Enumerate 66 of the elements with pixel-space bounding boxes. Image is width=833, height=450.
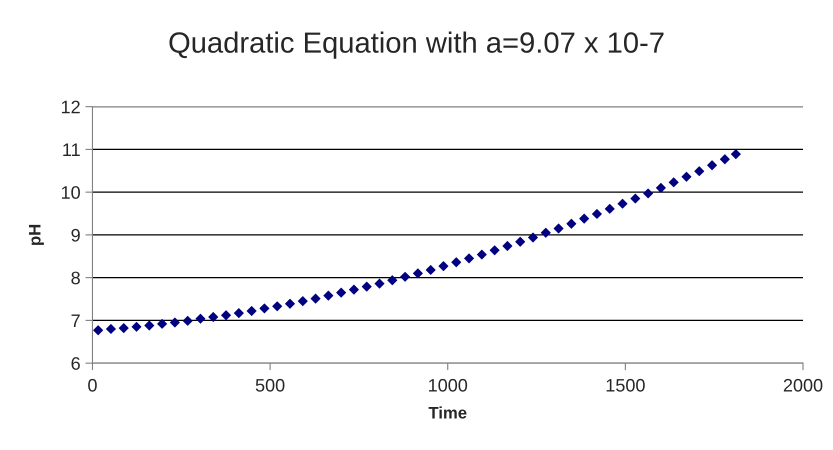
y-tick-label: 8 bbox=[71, 272, 80, 284]
y-axis-title: pH bbox=[28, 224, 44, 245]
point bbox=[528, 232, 538, 242]
point bbox=[362, 282, 372, 292]
point bbox=[336, 288, 346, 298]
point bbox=[132, 322, 142, 332]
point bbox=[540, 228, 551, 238]
point bbox=[630, 194, 640, 204]
chart-title: Quadratic Equation with a=9.07 x 10-7 bbox=[169, 32, 664, 59]
x-tick-label: 0 bbox=[88, 378, 97, 392]
point bbox=[348, 284, 359, 295]
point bbox=[476, 250, 487, 260]
point bbox=[656, 182, 666, 193]
point bbox=[93, 325, 104, 336]
point bbox=[157, 318, 168, 329]
x-axis-title: Time bbox=[428, 406, 466, 419]
point bbox=[246, 306, 257, 316]
y-tick-label: 12 bbox=[62, 100, 80, 114]
point bbox=[106, 324, 116, 334]
point bbox=[438, 261, 448, 272]
y-tick-label: 6 bbox=[72, 357, 80, 370]
point bbox=[374, 278, 384, 289]
point bbox=[566, 218, 576, 229]
point bbox=[182, 316, 193, 326]
x-tick-label: 1500 bbox=[606, 378, 645, 392]
point bbox=[668, 177, 679, 188]
point bbox=[643, 188, 654, 198]
point bbox=[490, 245, 500, 256]
point bbox=[618, 198, 628, 209]
point bbox=[387, 275, 398, 286]
point bbox=[118, 323, 129, 334]
x-tick-label: 500 bbox=[256, 378, 284, 392]
y-tick-label: 9 bbox=[71, 228, 80, 242]
point bbox=[426, 265, 436, 275]
point bbox=[604, 204, 615, 214]
point bbox=[272, 301, 282, 312]
point bbox=[579, 214, 590, 224]
point bbox=[170, 318, 180, 328]
point bbox=[412, 268, 423, 278]
point bbox=[234, 308, 244, 318]
point bbox=[694, 166, 704, 176]
point bbox=[592, 208, 602, 219]
point bbox=[400, 272, 410, 282]
y-tick-label: 10 bbox=[62, 186, 80, 199]
point bbox=[720, 154, 730, 164]
y-tick-label: 11 bbox=[63, 144, 80, 156]
point bbox=[208, 312, 218, 322]
point bbox=[682, 172, 692, 182]
point bbox=[515, 236, 526, 247]
point bbox=[707, 160, 718, 170]
x-tick-label: 2000 bbox=[784, 378, 822, 392]
point bbox=[730, 149, 741, 160]
point bbox=[502, 241, 512, 251]
point bbox=[144, 320, 154, 330]
point bbox=[196, 314, 206, 324]
point bbox=[323, 290, 334, 301]
point bbox=[554, 224, 564, 234]
point bbox=[259, 303, 270, 314]
point bbox=[310, 294, 321, 304]
point bbox=[285, 298, 295, 309]
point bbox=[464, 253, 474, 264]
point bbox=[221, 310, 231, 320]
x-tick-label: 1000 bbox=[429, 378, 468, 392]
point bbox=[298, 296, 308, 306]
point bbox=[451, 257, 462, 268]
y-tick-label: 7 bbox=[72, 314, 80, 327]
